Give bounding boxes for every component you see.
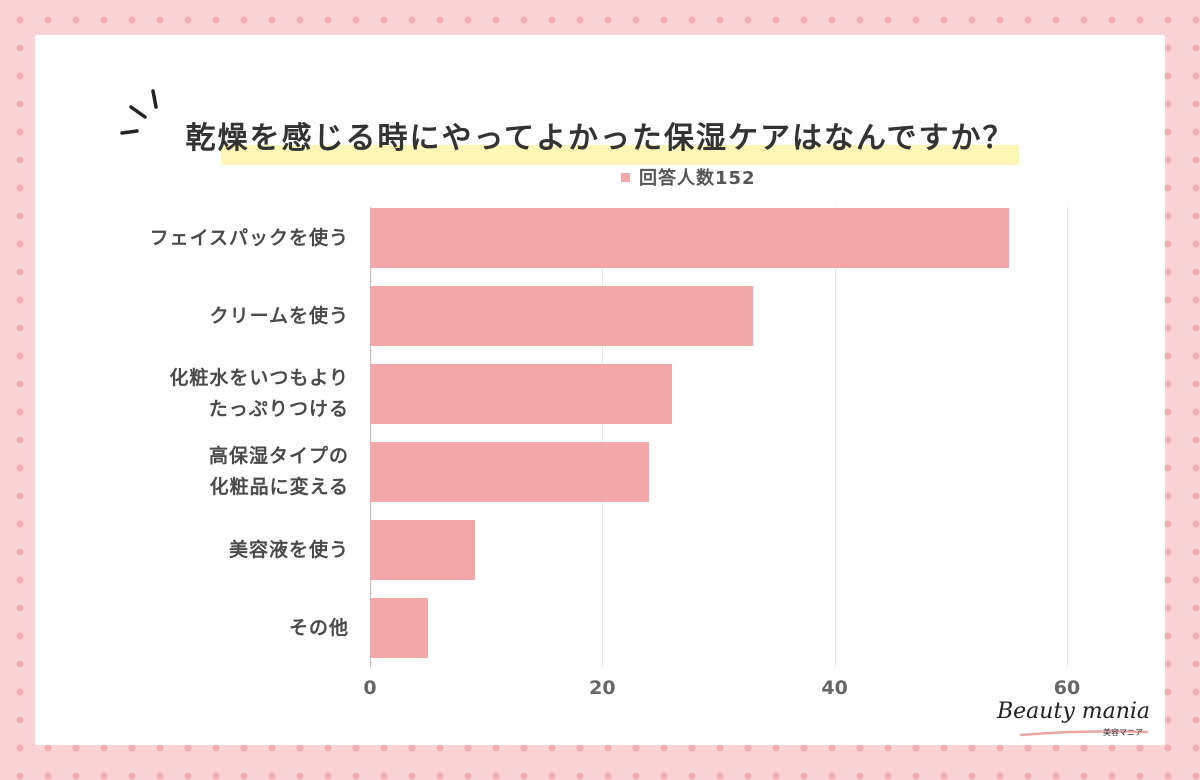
category-label: 化粧水をいつもよりたっぷりつける [49,363,349,425]
chart-title: 乾燥を感じる時にやってよかった保湿ケアはなんですか？ [185,121,1015,156]
legend-label: 回答人数152 [639,168,756,189]
x-tick-label: 40 [821,677,848,699]
brand-logo: Beauty mania 美容マニア [997,699,1167,743]
category-label-line: フェイスパックを使う [149,226,349,249]
x-tick-label: 0 [363,677,377,699]
category-label-line: 美容液を使う [228,538,349,561]
category-label: クリームを使う [49,301,349,332]
logo-subtext: 美容マニア [1103,728,1143,737]
accent-lines-icon [120,89,158,135]
category-label-line: 化粧水をいつもより [169,367,349,389]
legend: 回答人数152 [621,165,756,189]
category-label-line: クリームを使う [209,304,349,327]
category-label: フェイスパックを使う [49,223,349,254]
gridline [1067,207,1068,667]
title-area: 乾燥を感じる時にやってよかった保湿ケアはなんですか？ [35,93,1165,165]
chart-card: 乾燥を感じる時にやってよかった保湿ケアはなんですか？ 回答人数152 フェイスパ… [35,35,1165,745]
logo-swoosh-icon [1019,730,1149,737]
bar [370,520,475,580]
y-axis-line [370,207,371,667]
logo-text: Beauty mania [997,699,1151,724]
title-highlight [221,145,1019,165]
legend-swatch [621,172,630,182]
plot-area: 0 20 40 60 [363,207,1080,699]
category-label: その他 [49,613,349,644]
category-label-line: たっぷりつける [208,398,349,420]
bar [370,598,429,658]
bar [370,208,1009,268]
bar [370,442,649,502]
x-tick-label: 60 [1053,677,1081,699]
category-label-line: 高保湿タイプの [208,445,349,467]
category-label-line: 化粧品に変える [209,476,349,498]
bar [370,364,673,424]
category-label: 高保湿タイプの 化粧品に変える [49,441,349,503]
category-label-line: その他 [288,616,349,639]
bar [370,286,754,346]
gridline [834,207,836,667]
category-label: 美容液を使う [49,535,349,566]
gridline [602,207,604,667]
x-tick-label: 20 [589,677,616,699]
